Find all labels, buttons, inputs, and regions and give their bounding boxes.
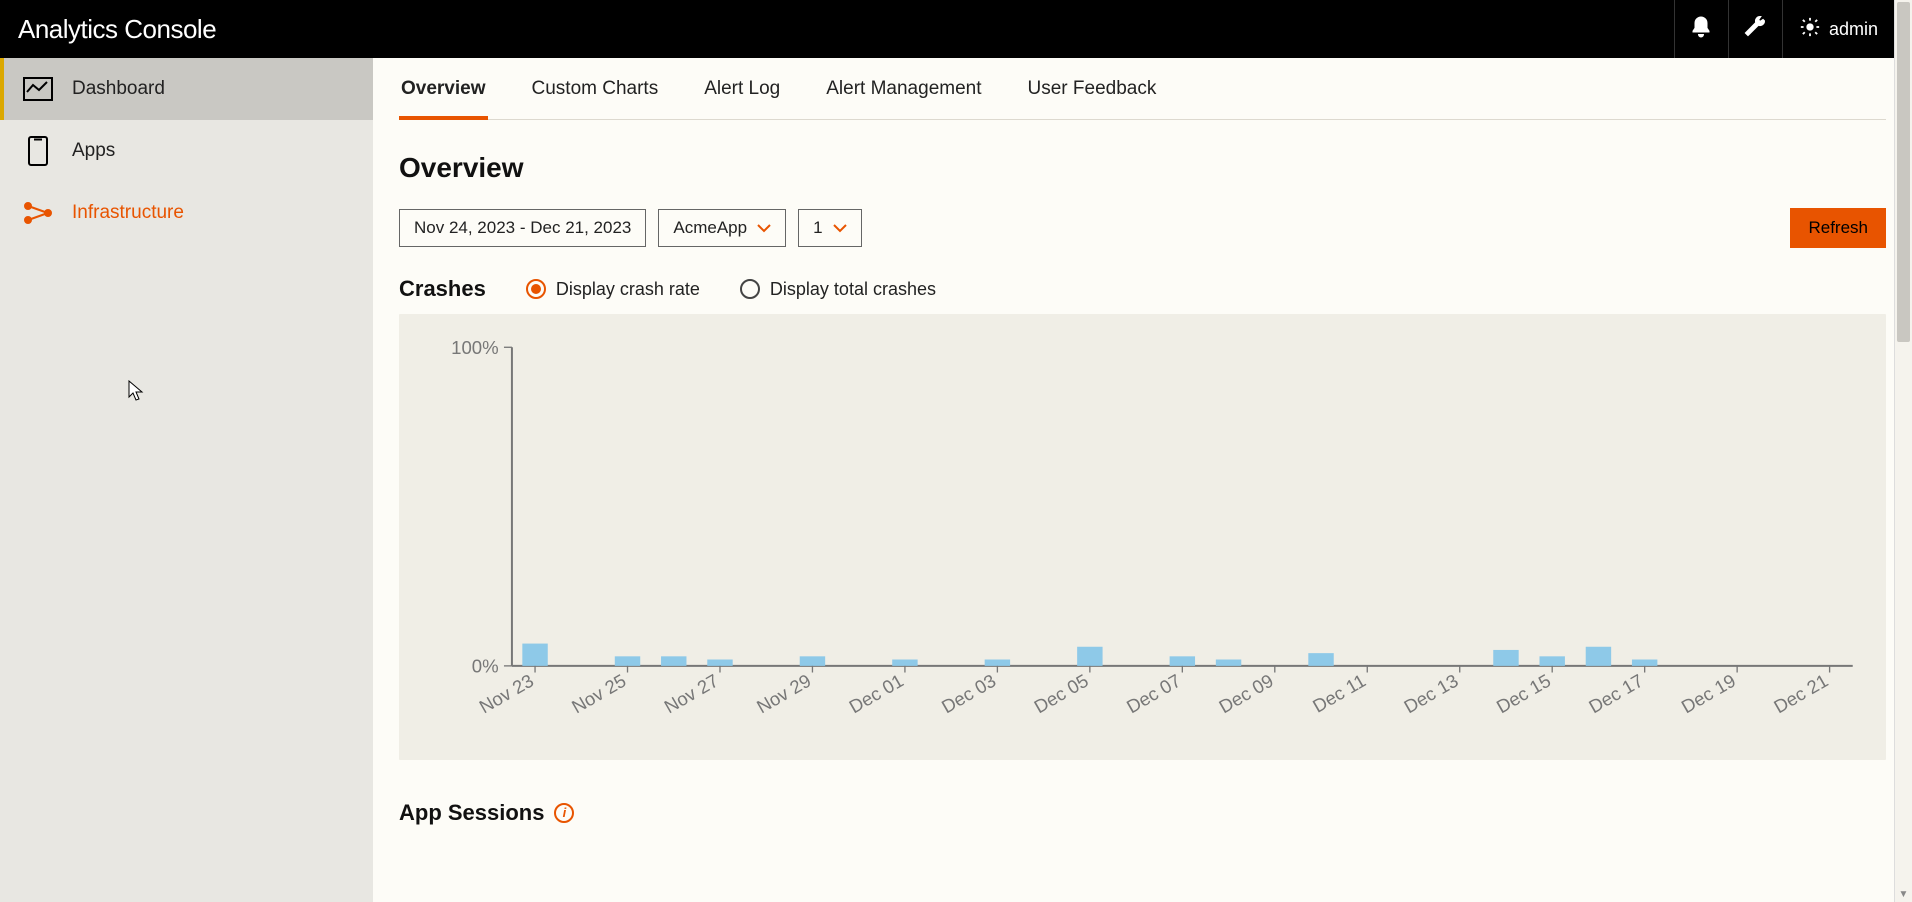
cursor-icon	[128, 380, 146, 402]
app-value: AcmeApp	[673, 218, 747, 238]
radio-crash-rate[interactable]: Display crash rate	[526, 279, 700, 300]
radio-total-crashes[interactable]: Display total crashes	[740, 279, 936, 300]
date-range-select[interactable]: Nov 24, 2023 - Dec 21, 2023	[399, 209, 646, 247]
date-range-value: Nov 24, 2023 - Dec 21, 2023	[414, 218, 631, 238]
svg-text:Nov 27: Nov 27	[660, 670, 721, 718]
scrollbar-thumb[interactable]	[1897, 2, 1910, 342]
gear-icon	[1799, 16, 1821, 43]
content-area: Overview Custom Charts Alert Log Alert M…	[373, 58, 1912, 902]
bell-icon	[1689, 15, 1713, 44]
svg-text:Nov 25: Nov 25	[568, 670, 629, 718]
svg-text:Dec 11: Dec 11	[1309, 670, 1369, 717]
svg-text:Dec 21: Dec 21	[1770, 670, 1831, 718]
svg-text:Dec 13: Dec 13	[1400, 670, 1461, 718]
sidebar-item-infrastructure[interactable]: Infrastructure	[0, 182, 373, 244]
version-value: 1	[813, 218, 822, 238]
sidebar: Dashboard Apps Infrastructure	[0, 58, 373, 902]
svg-text:Dec 17: Dec 17	[1585, 670, 1646, 718]
svg-text:Dec 19: Dec 19	[1678, 670, 1739, 718]
network-icon	[22, 197, 54, 229]
sidebar-item-label: Apps	[72, 140, 115, 162]
crashes-chart: 0% 100% Nov 23 Nov 25 Nov 27 Nov 29 Dec 01 Dec …	[399, 314, 1886, 760]
radio-label: Display total crashes	[770, 279, 936, 300]
tab-user-feedback[interactable]: User Feedback	[1026, 78, 1159, 119]
tools-button[interactable]	[1728, 0, 1782, 58]
chevron-down-icon	[757, 218, 771, 238]
sidebar-item-dashboard[interactable]: Dashboard	[0, 58, 373, 120]
svg-text:Dec 15: Dec 15	[1493, 670, 1554, 718]
scroll-down-arrow[interactable]: ▼	[1895, 886, 1912, 902]
sidebar-item-apps[interactable]: Apps	[0, 120, 373, 182]
radio-icon	[526, 279, 546, 299]
version-select[interactable]: 1	[798, 209, 861, 247]
wrench-icon	[1743, 15, 1767, 44]
svg-text:100%: 100%	[451, 337, 499, 358]
tab-alert-log[interactable]: Alert Log	[702, 78, 782, 119]
filter-row: Nov 24, 2023 - Dec 21, 2023 AcmeApp 1 Re…	[399, 208, 1886, 248]
svg-text:Dec 03: Dec 03	[938, 670, 999, 718]
svg-text:Nov 29: Nov 29	[753, 670, 814, 718]
svg-text:Nov 23: Nov 23	[476, 670, 537, 718]
phone-icon	[22, 135, 54, 167]
svg-text:Dec 07: Dec 07	[1123, 670, 1184, 718]
radio-icon	[740, 279, 760, 299]
sidebar-item-label: Infrastructure	[72, 202, 184, 224]
sidebar-item-label: Dashboard	[72, 78, 165, 100]
app-select[interactable]: AcmeApp	[658, 209, 786, 247]
svg-text:Dec 01: Dec 01	[845, 670, 906, 718]
notifications-button[interactable]	[1674, 0, 1728, 58]
page-title: Overview	[399, 152, 1886, 184]
sessions-title: App Sessions	[399, 800, 544, 826]
user-menu[interactable]: admin	[1782, 0, 1894, 58]
svg-text:Dec 09: Dec 09	[1215, 670, 1276, 718]
svg-text:0%: 0%	[472, 656, 499, 677]
crashes-header: Crashes Display crash rate Display total…	[399, 276, 1886, 302]
dashboard-icon	[22, 73, 54, 105]
user-name: admin	[1829, 19, 1878, 40]
refresh-button[interactable]: Refresh	[1790, 208, 1886, 248]
tab-overview[interactable]: Overview	[399, 78, 488, 120]
sessions-header: App Sessions i	[399, 800, 1886, 826]
chevron-down-icon	[833, 218, 847, 238]
vertical-scrollbar[interactable]: ▲ ▼	[1894, 0, 1912, 902]
bar-chart-svg: 0% 100% Nov 23 Nov 25 Nov 27 Nov 29 Dec 01 Dec …	[419, 334, 1866, 746]
tabs: Overview Custom Charts Alert Log Alert M…	[399, 58, 1886, 120]
tab-alert-management[interactable]: Alert Management	[824, 78, 983, 119]
app-title: Analytics Console	[18, 14, 216, 45]
radio-label: Display crash rate	[556, 279, 700, 300]
topbar: Analytics Console admin	[0, 0, 1912, 58]
tab-custom-charts[interactable]: Custom Charts	[530, 78, 661, 119]
info-icon[interactable]: i	[554, 803, 574, 823]
svg-text:Dec 05: Dec 05	[1030, 670, 1091, 718]
crashes-title: Crashes	[399, 276, 486, 302]
